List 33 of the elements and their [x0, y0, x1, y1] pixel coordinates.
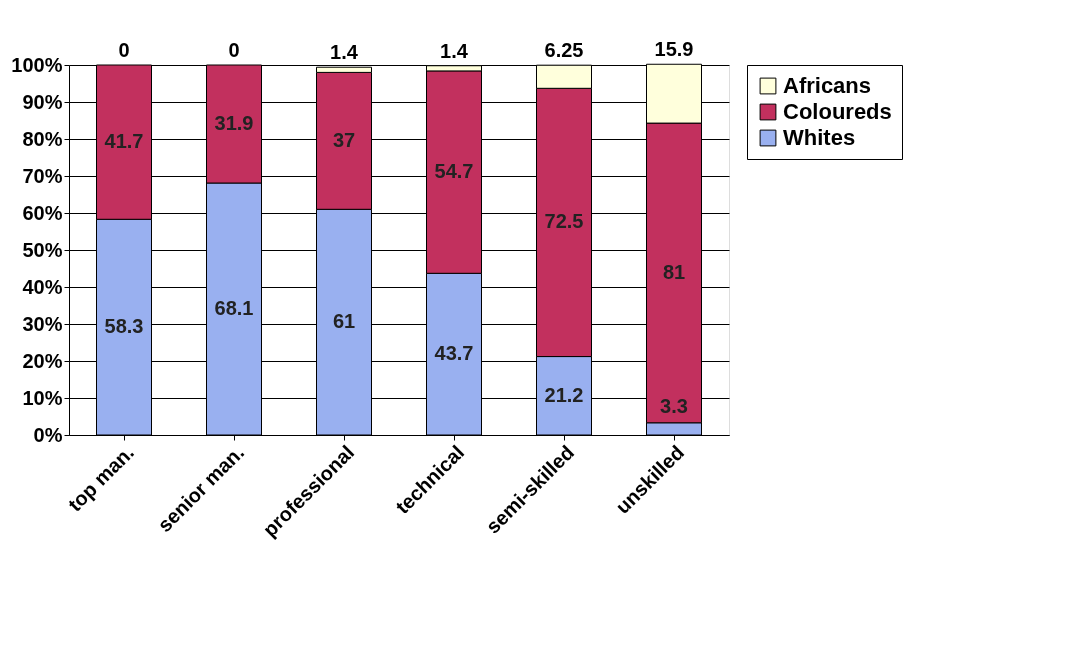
data-label: 72.5 — [544, 210, 584, 233]
y-tick-label: 100% — [11, 53, 63, 76]
data-label: 41.7 — [104, 130, 144, 153]
data-label: 0 — [118, 39, 130, 61]
y-tick-label: 60% — [22, 201, 63, 224]
y-tick-label: 0% — [33, 423, 63, 446]
data-label: 31.9 — [214, 112, 254, 135]
y-tick-label: 50% — [22, 238, 63, 261]
y-tick-label: 90% — [22, 90, 63, 113]
data-label: 0 — [228, 39, 240, 61]
y-tick-label: 40% — [22, 275, 63, 298]
legend-label: Africans — [783, 73, 872, 98]
data-label: 15.9 — [654, 38, 694, 61]
data-label: 81 — [662, 260, 686, 283]
legend-label: Coloureds — [783, 99, 892, 124]
y-tick-label: 80% — [22, 127, 63, 150]
data-label: 43.7 — [434, 342, 474, 365]
data-label: 1.4 — [440, 39, 469, 62]
data-label: 37 — [332, 128, 356, 151]
data-label: 68.1 — [214, 297, 254, 320]
y-tick-label: 70% — [22, 164, 63, 187]
data-label: 21.2 — [544, 383, 584, 406]
y-tick-label: 20% — [22, 349, 63, 372]
data-label: 3.3 — [660, 394, 688, 417]
data-label: 54.7 — [434, 160, 474, 183]
y-tick-label: 30% — [22, 312, 63, 335]
legend-label: Whites — [783, 125, 856, 150]
data-label: 6.25 — [544, 39, 584, 62]
data-label: 58.3 — [104, 315, 144, 338]
x-tick-label: top man. — [63, 441, 139, 516]
data-label: 1.4 — [330, 41, 359, 64]
y-tick-label: 10% — [22, 386, 63, 409]
data-label: 61 — [332, 310, 356, 333]
